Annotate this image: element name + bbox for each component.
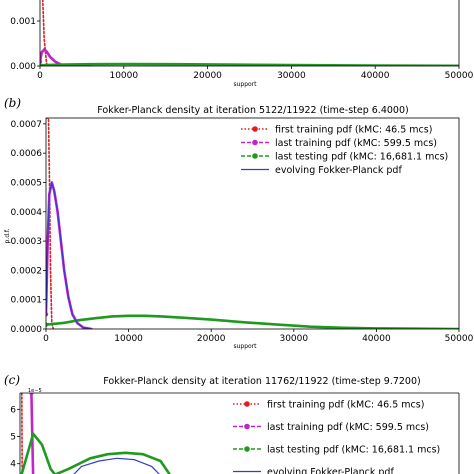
panel-b-series	[46, 118, 459, 329]
legend-c-entry-2-marker	[244, 446, 250, 452]
panel-c-y-multiplier: 1e−5	[28, 388, 42, 394]
panel-b-y-tick-label: 0.0004	[11, 208, 43, 218]
panel-b-series-2-marker	[46, 322, 49, 327]
legend-b-entry-0-label: first training pdf (kMC: 46.5 mcs)	[275, 125, 432, 136]
panel-c-series-3-line	[73, 457, 160, 474]
panel-b-y-tick-label: 0.0000	[11, 325, 43, 335]
panel-a-x-tick-label: 50000	[445, 71, 474, 81]
panel-b-y-axis-label: p.d.f.	[4, 228, 11, 243]
panel-a-series-1-marker	[40, 59, 43, 64]
legend-c-entry-1-label: last training pdf (kMC: 599.5 mcs)	[267, 422, 429, 433]
panel-c-y-tick-label: 4	[10, 460, 16, 470]
panel-c-label: (c)	[4, 373, 20, 387]
panel-b-x-tick-label: 50000	[445, 334, 474, 344]
panel-a-chart: 0 10000 20000 30000 40000 50000 0.000 0.001 sup…	[10, 0, 474, 88]
panel-b-series-1-line	[46, 181, 93, 329]
panel-b-frame	[45, 117, 460, 330]
panel-b-title: Fokker-Planck density at iteration 5122/…	[97, 105, 408, 116]
panel-b-series-3-line	[46, 181, 93, 329]
legend-c-entry-0-label: first training pdf (kMC: 46.5 mcs)	[267, 400, 424, 411]
panel-b-x-axis-label: support	[233, 343, 257, 350]
panel-b-y-tick-label: 0.0006	[11, 149, 43, 159]
panel-a-x-tick-label: 10000	[109, 71, 138, 81]
panel-a-x-tick-label: 20000	[193, 71, 222, 81]
legend-c-entry-0-marker	[244, 401, 250, 407]
panel-a-y-tick-label: 0.001	[10, 17, 36, 27]
legend-b-entry-2-label: last testing pdf (kMC: 16,681.1 mcs)	[275, 152, 448, 163]
panel-b-x-tick-label: 0	[43, 334, 49, 344]
panel-c-axes: 4 5 6	[10, 405, 20, 470]
panel-c-y-tick-label: 6	[10, 405, 16, 415]
panel-c-title: Fokker-Planck density at iteration 11762…	[103, 376, 420, 387]
legend-b-entry-3-label: evolving Fokker-Planck pdf	[275, 165, 402, 176]
panel-b-x-tick-label: 20000	[197, 334, 226, 344]
panel-b-axes: 0 10000 20000 30000 40000 50000 0.0000 0.0001 0.…	[11, 120, 474, 344]
panel-b-x-tick-label: 30000	[279, 334, 308, 344]
panel-a-x-tick-label: 40000	[361, 71, 390, 81]
legend-b-entry-2-marker	[252, 153, 258, 159]
panel-a-x-tick-label: 0	[37, 71, 43, 81]
panel-c-series-1-marker	[29, 393, 34, 396]
panel-a-series-2-line	[40, 62, 459, 66]
panel-a-frame	[39, 0, 460, 67]
panel-b-legend: first training pdf (kMC: 46.5 mcs) last t…	[241, 125, 448, 176]
panel-b-y-tick-label: 0.0005	[11, 178, 43, 188]
panel-a-axes: 0 10000 20000 30000 40000 50000 0.000 0.001	[10, 17, 473, 81]
panel-b-x-tick-label: 40000	[362, 334, 391, 344]
panel-c-frame	[19, 392, 460, 474]
panel-c-series	[20, 393, 172, 474]
legend-b-entry-0-marker	[252, 126, 258, 132]
legend-c-entry-2-label: last testing pdf (kMC: 16,681.1 mcs)	[267, 445, 440, 456]
legend-c-entry-3-label: evolving Fokker-Planck pdf	[267, 467, 394, 474]
panel-b-y-tick-label: 0.0003	[11, 237, 43, 247]
panel-a-x-axis-label: support	[233, 81, 257, 88]
panel-a-x-tick-label: 30000	[277, 71, 306, 81]
panel-b-chart: (b) Fokker-Planck density at iteration 5…	[4, 96, 474, 350]
panel-c-chart: (c) Fokker-Planck density at iteration 1…	[4, 373, 460, 474]
panel-b-y-tick-label: 0.0001	[11, 296, 43, 306]
panel-b-x-tick-label: 10000	[114, 334, 143, 344]
panel-b-label: (b)	[4, 96, 21, 110]
panel-a-y-tick-label: 0.000	[10, 62, 36, 72]
panel-a-series-2-marker	[40, 63, 43, 66]
legend-b-entry-1-label: last training pdf (kMC: 599.5 mcs)	[275, 138, 437, 149]
panel-c-legend: first training pdf (kMC: 46.5 mcs) last t…	[233, 400, 440, 474]
panel-b-series-2-line	[46, 314, 459, 329]
legend-c-entry-1-marker	[244, 423, 250, 430]
panel-a-series	[40, 0, 459, 66]
panel-c-series-2-line	[20, 432, 172, 474]
legend-b-entry-1-marker	[252, 139, 258, 146]
panel-b-y-tick-label: 0.0002	[11, 266, 43, 276]
panel-c-y-tick-label: 5	[10, 433, 16, 443]
panel-b-y-tick-label: 0.0007	[11, 120, 43, 130]
